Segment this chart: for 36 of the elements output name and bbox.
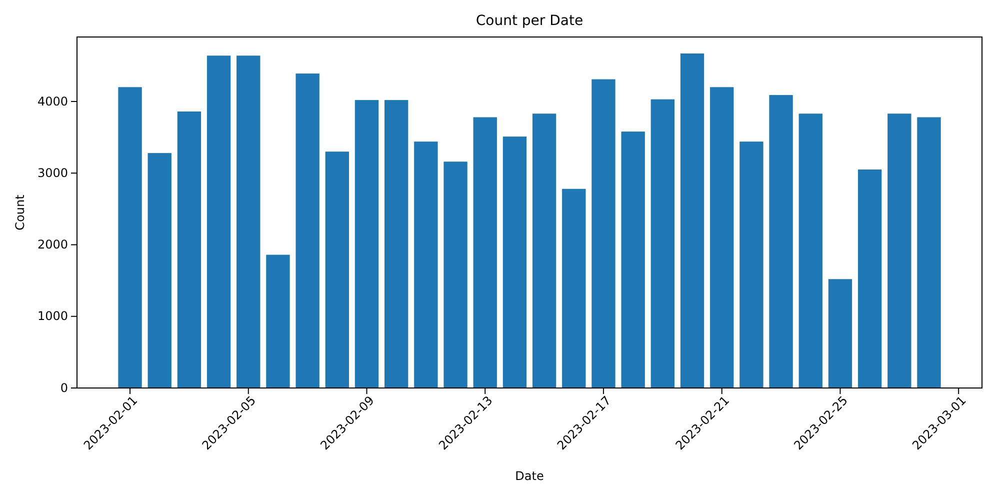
y-tick-label: 2000: [37, 238, 68, 252]
bar: [236, 56, 260, 388]
bar: [502, 136, 527, 388]
chart-title: Count per Date: [476, 13, 584, 29]
bar: [562, 188, 586, 388]
bar: [592, 79, 616, 388]
bar: [206, 56, 231, 388]
bar: [118, 87, 142, 388]
bar: [710, 87, 734, 388]
bar: [296, 74, 320, 388]
bar: [680, 53, 704, 388]
y-tick-label: 0: [60, 380, 68, 395]
bar: [325, 152, 349, 388]
bar: [798, 114, 822, 388]
bar: [354, 100, 379, 388]
bar: [177, 112, 202, 388]
bar: [532, 114, 556, 388]
bar: [414, 142, 438, 388]
bar: [740, 142, 764, 388]
bar: [473, 117, 497, 388]
y-tick-label: 3000: [37, 166, 68, 180]
y-axis-title: Count: [13, 194, 27, 230]
bar: [888, 114, 912, 388]
bar: [266, 254, 290, 388]
bar: [828, 279, 852, 388]
bar: [917, 117, 941, 388]
bar: [621, 132, 645, 388]
bar: [769, 95, 793, 388]
bar: [148, 153, 172, 388]
bar: [858, 170, 882, 388]
y-tick-label: 1000: [37, 309, 68, 324]
x-axis-title: Date: [515, 469, 544, 483]
bar: [650, 99, 674, 388]
y-tick-label: 4000: [37, 94, 68, 108]
bar: [444, 162, 468, 388]
bar: [384, 100, 408, 388]
